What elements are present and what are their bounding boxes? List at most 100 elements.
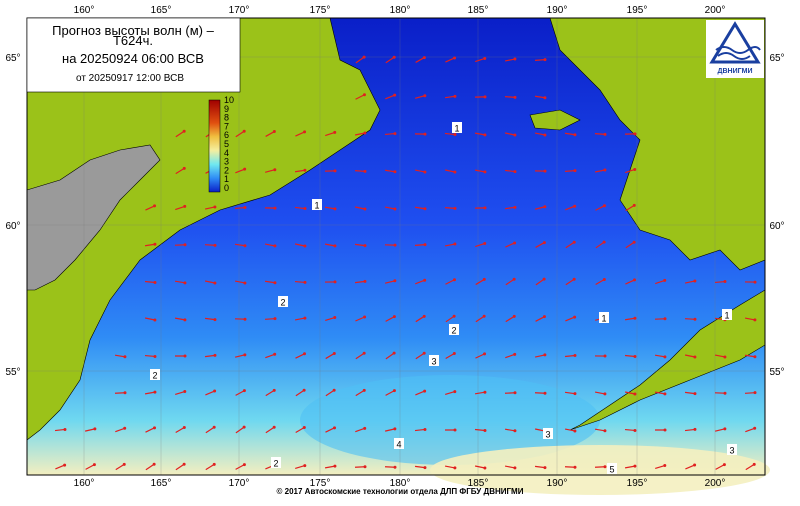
arrow-head	[603, 392, 606, 395]
arrow-head	[453, 207, 456, 210]
arrow-head	[393, 427, 396, 430]
arrow-head	[483, 242, 486, 245]
arrow-head	[663, 464, 666, 467]
arrow-head	[723, 355, 726, 358]
arrow-head	[153, 391, 156, 394]
arrow-head	[393, 352, 396, 355]
forecast-date: на 20250924 06:00 ВСВ	[62, 51, 204, 66]
arrow-head	[93, 463, 96, 466]
lon-label-bottom: 170°	[229, 478, 250, 489]
arrow-head	[663, 428, 666, 431]
arrow-head	[453, 170, 456, 173]
wave-arrow	[445, 208, 455, 209]
lon-label-top: 200°	[705, 5, 726, 16]
lon-label-top: 190°	[547, 5, 568, 16]
lon-label-bottom: 185°	[468, 478, 489, 489]
arrow-head	[633, 317, 636, 320]
arrow-head	[723, 427, 726, 430]
arrow-head	[543, 133, 546, 136]
arrow-head	[603, 169, 606, 172]
arrow-head	[453, 95, 456, 98]
arrow-head	[603, 278, 606, 281]
arrow-head	[63, 464, 66, 467]
arrow-head	[663, 355, 666, 358]
arrow-head	[543, 241, 546, 244]
arrow-head	[693, 318, 696, 321]
arrow-head	[513, 278, 516, 281]
contour-label: 5	[609, 465, 614, 475]
arrow-head	[393, 466, 396, 469]
arrow-head	[423, 279, 426, 282]
arrow-head	[213, 244, 216, 247]
arrow-head	[423, 428, 426, 431]
arrow-head	[753, 355, 756, 358]
arrow-head	[633, 429, 636, 432]
contour-label: 3	[729, 446, 734, 456]
arrow-head	[243, 463, 246, 466]
arrow-head	[633, 241, 636, 244]
arrow-head	[423, 94, 426, 97]
arrow-head	[573, 429, 576, 432]
arrow-head	[483, 170, 486, 173]
arrow-head	[333, 352, 336, 355]
arrow-head	[63, 428, 66, 431]
arrow-head	[753, 463, 756, 466]
arrow-head	[153, 281, 156, 284]
arrow-head	[513, 315, 516, 318]
arrow-head	[453, 466, 456, 469]
arrow-head	[243, 318, 246, 321]
arrow-head	[573, 466, 576, 469]
arrow-head	[693, 428, 696, 431]
lon-label-bottom: 180°	[390, 478, 411, 489]
arrow-head	[663, 279, 666, 282]
arrow-head	[513, 466, 516, 469]
arrow-head	[543, 96, 546, 99]
arrow-head	[393, 279, 396, 282]
arrow-head	[393, 56, 396, 59]
lat-label-right: 60°	[769, 221, 784, 232]
lon-label-bottom: 195°	[627, 478, 648, 489]
arrow-head	[453, 56, 456, 59]
arrow-head	[633, 465, 636, 468]
lon-label-bottom: 200°	[705, 478, 726, 489]
lat-label-right: 65°	[769, 53, 784, 64]
arrow-head	[153, 355, 156, 358]
arrow-head	[693, 355, 696, 358]
arrow-head	[453, 390, 456, 393]
arrow-head	[573, 169, 576, 172]
arrow-head	[333, 426, 336, 429]
arrow-head	[243, 353, 246, 356]
arrow-head	[663, 317, 666, 320]
arrow-head	[453, 429, 456, 432]
arrow-head	[483, 95, 486, 98]
arrow-head	[273, 130, 276, 133]
arrow-head	[453, 315, 456, 318]
wave-arrow	[505, 97, 515, 98]
arrow-head	[513, 429, 516, 432]
arrow-head	[243, 281, 246, 284]
arrow-head	[483, 429, 486, 432]
arrow-head	[363, 280, 366, 283]
arrow-head	[573, 354, 576, 357]
contour-label: 3	[431, 357, 436, 367]
arrow-head	[453, 133, 456, 136]
arrow-head	[243, 168, 246, 171]
lon-label-top: 170°	[229, 5, 250, 16]
arrow-head	[483, 391, 486, 394]
arrow-head	[243, 244, 246, 247]
arrow-head	[543, 278, 546, 281]
lon-label-top: 165°	[151, 5, 172, 16]
arrow-head	[363, 389, 366, 392]
arrow-head	[363, 316, 366, 319]
arrow-head	[363, 352, 366, 355]
arrow-head	[573, 241, 576, 244]
arrow-head	[123, 427, 126, 430]
colorbar	[209, 100, 220, 192]
arrow-head	[393, 170, 396, 173]
arrow-head	[153, 318, 156, 321]
arrow-head	[303, 169, 306, 172]
arrow-head	[633, 168, 636, 171]
arrow-head	[363, 170, 366, 173]
wave-arrow	[595, 134, 605, 135]
arrow-head	[303, 426, 306, 429]
